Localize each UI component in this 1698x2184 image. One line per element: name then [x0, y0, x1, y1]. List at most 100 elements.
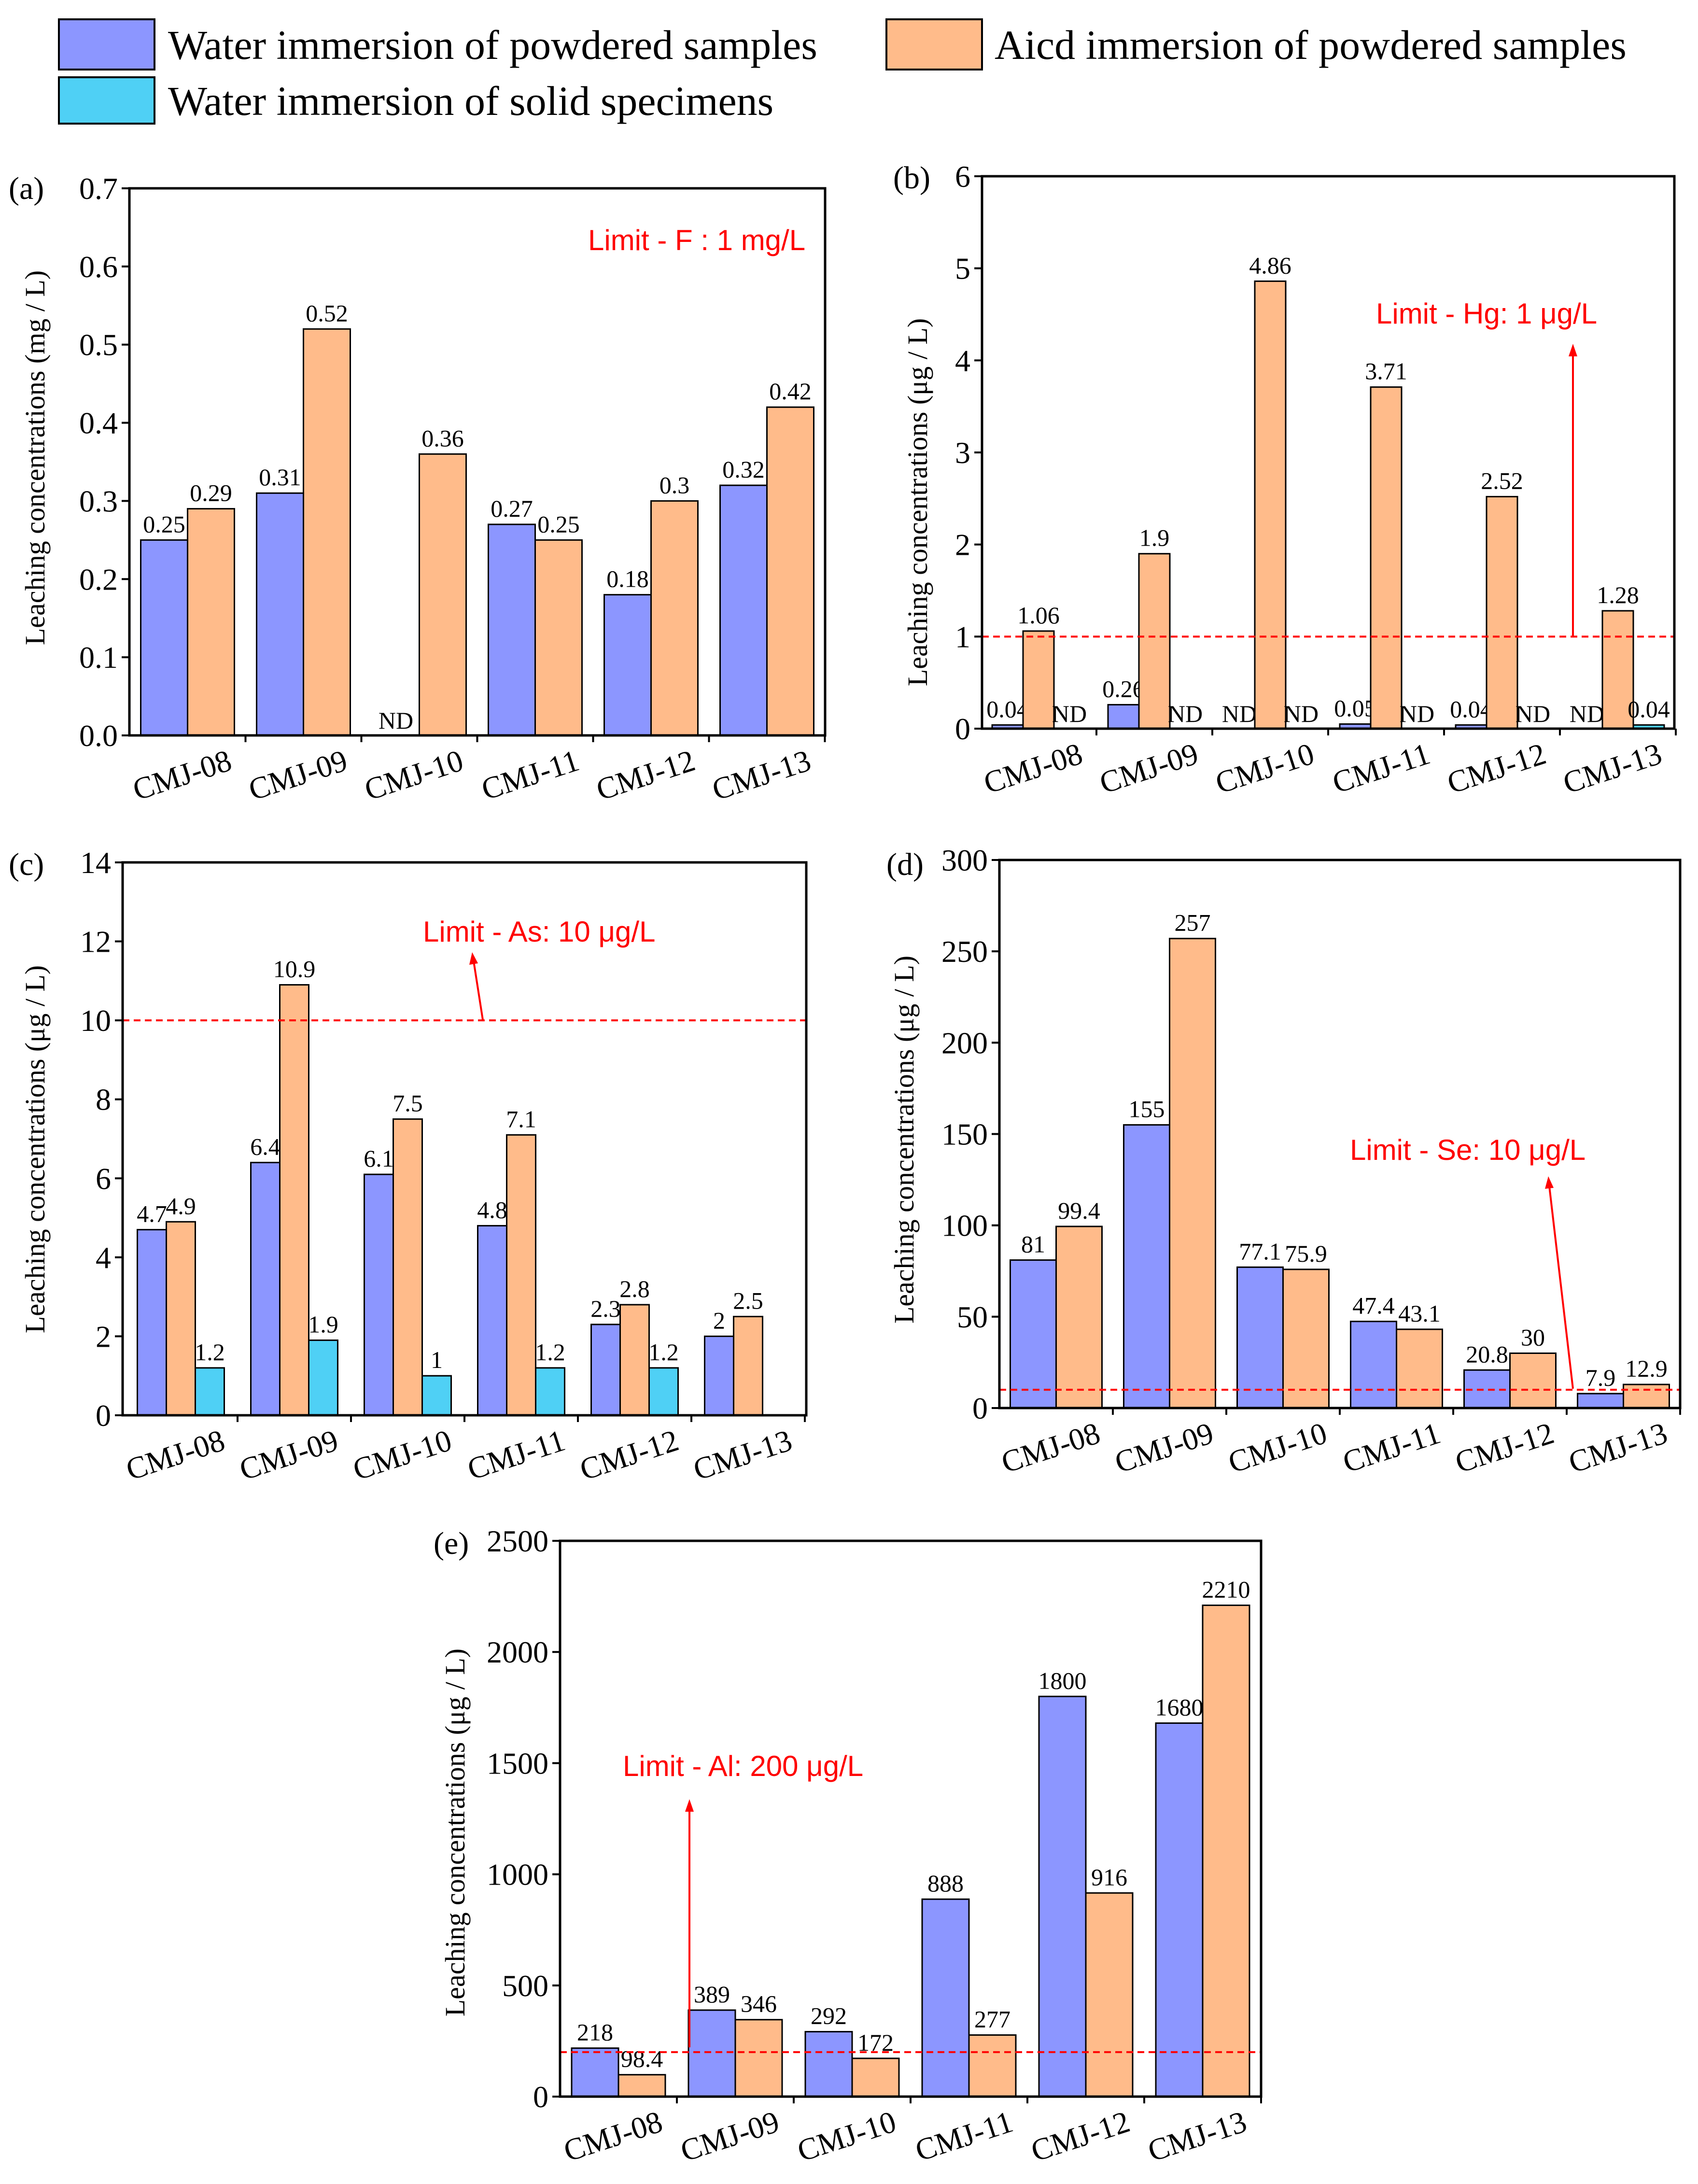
chart-panel-d: (d) Leaching concentrations (μg / L) 0 50…: [886, 843, 1682, 1479]
x-tick-label: CMJ-09: [1110, 1416, 1217, 1479]
nd-label: ND: [1284, 700, 1319, 727]
y-tick-label: 0.3: [79, 484, 118, 518]
data-label: 98.4: [621, 2045, 663, 2072]
data-label: 2.52: [1481, 467, 1523, 494]
panel-label: (e): [434, 1526, 469, 1561]
y-tick-label: 5: [955, 252, 970, 286]
bar-acid-powder: [1169, 938, 1216, 1409]
limit-label: Limit - Al: 200 μg/L: [623, 1750, 863, 1782]
y-tick-label: 12: [80, 925, 111, 959]
y-tick-label: 3: [955, 436, 970, 470]
data-label: 2: [713, 1307, 725, 1334]
y-tick-label: 250: [941, 934, 988, 969]
panel-label: (a): [9, 171, 44, 206]
legend-swatch-water-solid: [58, 76, 155, 125]
y-tick-label: 0.5: [79, 328, 118, 362]
limit-arrow: [1569, 344, 1577, 636]
panel-label: (b): [893, 160, 930, 196]
legend-swatch-water-powder: [58, 18, 155, 70]
x-tick-label: CMJ-10: [360, 743, 467, 807]
x-tick-label: CMJ-11: [477, 743, 583, 807]
y-tick-label: 4: [96, 1240, 111, 1275]
y-tick-label: 2: [955, 528, 970, 562]
bar-acid-powder: [534, 539, 583, 736]
data-label: 1.06: [1017, 602, 1060, 629]
bar-water-powder: [256, 492, 304, 736]
chart-panel-b: (b) Leaching concentrations (μg / L) 0 1 2…: [893, 159, 1677, 800]
y-axis-title: Leaching concentrations (μg / L): [902, 318, 933, 686]
y-tick-label: 10: [80, 1003, 111, 1038]
plot-frame: [981, 175, 1676, 730]
bar-water-powder: [140, 539, 188, 736]
x-tick-label: CMJ-13: [708, 743, 814, 807]
x-tick-label: CMJ-12: [575, 1423, 682, 1487]
data-label: 7.1: [506, 1105, 536, 1132]
legend-item-water-solid[interactable]: Water immersion of solid specimens: [58, 76, 773, 125]
bar-water-powder: [137, 1229, 167, 1416]
bar-water-powder: [719, 484, 768, 736]
x-tick-label: CMJ-09: [244, 743, 351, 807]
bar-water-powder: [1107, 704, 1140, 730]
y-axis-title: Leaching concentrations (μg / L): [19, 965, 51, 1333]
bar-acid-powder: [968, 2034, 1017, 2098]
nd-label: ND: [1222, 700, 1257, 727]
y-tick-label: 0: [533, 2080, 548, 2114]
data-label: 0.04: [986, 695, 1029, 722]
bar-acid-powder: [1486, 496, 1518, 730]
data-label: 4.9: [166, 1192, 196, 1219]
nd-label: ND: [379, 707, 413, 734]
bar-water-powder: [603, 594, 652, 736]
legend-label-water-solid: Water immersion of solid specimens: [168, 78, 773, 124]
x-tick-label: CMJ-11: [1339, 1416, 1445, 1479]
y-axis-title: Leaching concentrations (μg / L): [439, 1649, 471, 2016]
data-label: 0.3: [660, 471, 690, 498]
x-tick-label: CMJ-13: [689, 1423, 796, 1487]
x-tick-label: CMJ-11: [911, 2104, 1017, 2168]
x-tick-label: CMJ-09: [1095, 736, 1202, 800]
bar-acid-powder: [1509, 1353, 1557, 1409]
x-tick-label: CMJ-12: [592, 743, 699, 807]
data-label: 0.04: [1628, 695, 1670, 722]
nd-label: ND: [1400, 700, 1434, 727]
bar-acid-powder: [1085, 1892, 1134, 2098]
data-label: 0.27: [491, 495, 533, 522]
bar-water-powder: [688, 2009, 736, 2098]
legend-item-acid-powder[interactable]: Aicd immersion of powdered samples: [885, 18, 1627, 70]
x-tick-label: CMJ-13: [1559, 736, 1666, 800]
y-tick-label: 8: [96, 1083, 111, 1117]
y-axis-title: Leaching concentrations (μg / L): [888, 956, 920, 1324]
bar-water-solid: [195, 1367, 225, 1416]
legend-item-water-powder[interactable]: Water immersion of powdered samples: [58, 18, 817, 70]
bar-water-powder: [488, 523, 536, 736]
bar-water-powder: [804, 2031, 853, 2098]
bar-water-powder: [1123, 1124, 1170, 1409]
data-label: 1.28: [1597, 581, 1639, 608]
y-tick-label: 6: [955, 159, 970, 194]
data-label: 81: [1021, 1231, 1045, 1258]
x-tick-label: CMJ-10: [1211, 736, 1318, 800]
y-tick-label: 50: [957, 1300, 988, 1334]
bar-acid-powder: [279, 984, 309, 1416]
data-label: 12.9: [1625, 1355, 1668, 1382]
data-label: 1: [431, 1346, 443, 1373]
data-label: 0.25: [143, 510, 185, 537]
y-tick-label: 200: [941, 1026, 988, 1060]
bar-water-powder: [1577, 1393, 1624, 1409]
bar-water-powder: [1236, 1266, 1284, 1409]
y-tick-label: 0.4: [79, 406, 118, 440]
x-tick-label: CMJ-11: [463, 1423, 569, 1487]
x-tick-label: CMJ-08: [997, 1416, 1104, 1479]
x-tick-label: CMJ-09: [676, 2104, 783, 2168]
data-label: 1800: [1038, 1667, 1087, 1694]
data-label: 2.8: [619, 1275, 650, 1302]
data-label: 6.1: [364, 1145, 394, 1172]
data-label: 0.52: [306, 299, 348, 326]
legend-label-acid-powder: Aicd immersion of powdered samples: [995, 22, 1627, 68]
bar-acid-powder: [1202, 1605, 1250, 2098]
x-tick-label: CMJ-12: [1027, 2104, 1134, 2168]
data-label: 346: [741, 1990, 777, 2017]
x-tick-label: CMJ-08: [122, 1423, 228, 1487]
data-label: 389: [694, 1981, 730, 2008]
bar-acid-powder: [393, 1118, 423, 1416]
